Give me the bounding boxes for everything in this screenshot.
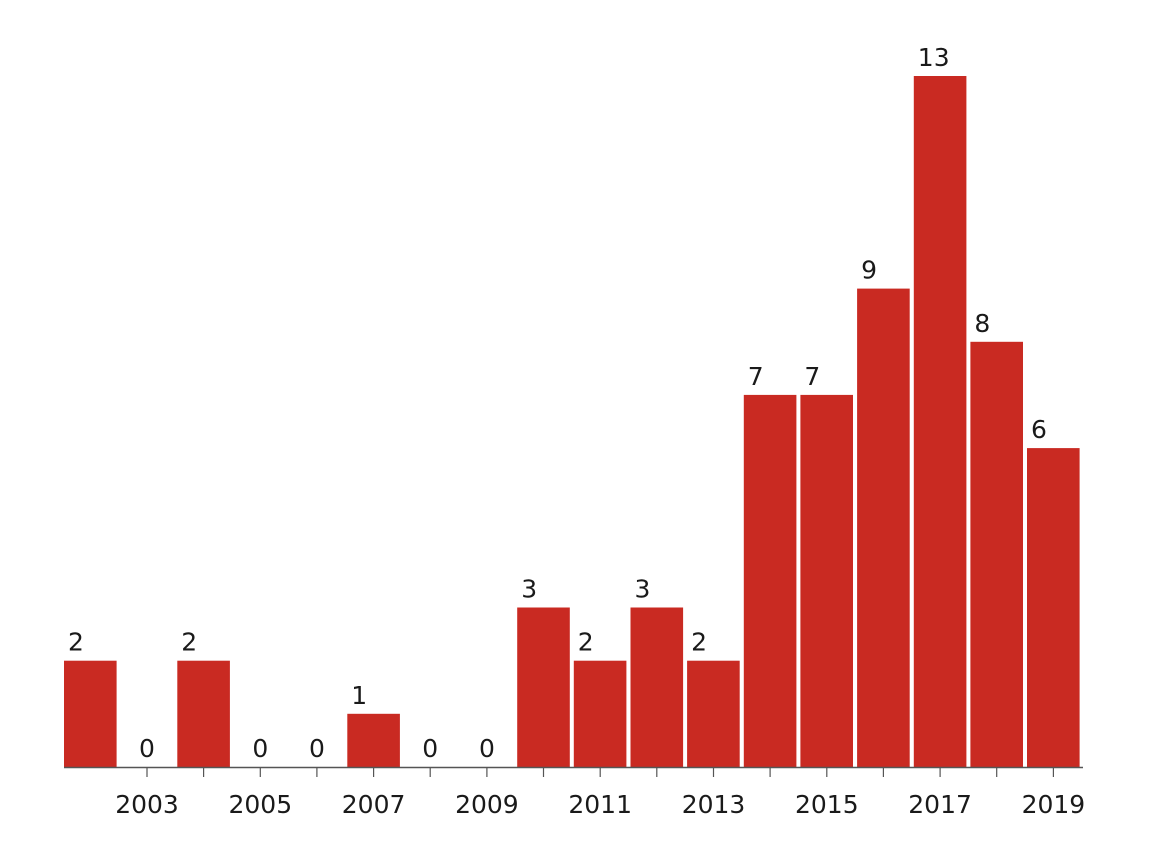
data-label-2005: 0 [252,734,268,763]
data-label-2012: 3 [635,575,651,604]
x-tick-label-2007: 2007 [342,790,406,819]
data-label-2006: 0 [309,734,325,763]
bar-2013 [687,660,740,767]
data-label-2004: 2 [181,628,197,657]
data-label-2007: 1 [351,681,367,710]
bar-2012 [630,607,684,767]
x-tick-label-2017: 2017 [908,790,972,819]
bar-2002 [64,660,117,767]
x-axis: 2003 2005 2007 2009 2011 2013 2015 2017 2019 [64,766,1086,819]
x-tick-label-2005: 2005 [228,790,292,819]
x-tick-label-2015: 2015 [795,790,859,819]
x-tick-label-2011: 2011 [568,790,632,819]
bar-2015 [800,394,853,767]
data-label-2017: 13 [918,43,950,72]
data-label-2016: 9 [861,256,877,285]
bar-2014 [743,394,797,767]
data-label-2002: 2 [68,628,84,657]
data-label-2019: 6 [1031,415,1047,444]
x-tick-label-2003: 2003 [115,790,179,819]
bar-2004 [177,660,230,767]
bar-2019 [1027,448,1080,767]
bar-2011 [573,660,627,767]
data-label-2009: 0 [479,734,495,763]
data-label-2015: 7 [804,362,820,391]
x-tick-label-2013: 2013 [682,790,746,819]
bar-2018 [970,341,1023,767]
data-label-2003: 0 [139,734,155,763]
x-tick-label-2019: 2019 [1022,790,1086,819]
data-label-2008: 0 [422,734,438,763]
bar-2007 [347,713,400,767]
data-label-2011: 2 [578,628,594,657]
x-tick-label-2009: 2009 [455,790,519,819]
bar-2010 [517,607,570,767]
bar-2016 [857,288,910,767]
data-label-2014: 7 [748,362,764,391]
data-label-2010: 3 [521,575,537,604]
bars-layer [64,76,1080,767]
data-label-2018: 8 [974,309,990,338]
bar-2017 [913,76,967,767]
data-label-2013: 2 [691,628,707,657]
